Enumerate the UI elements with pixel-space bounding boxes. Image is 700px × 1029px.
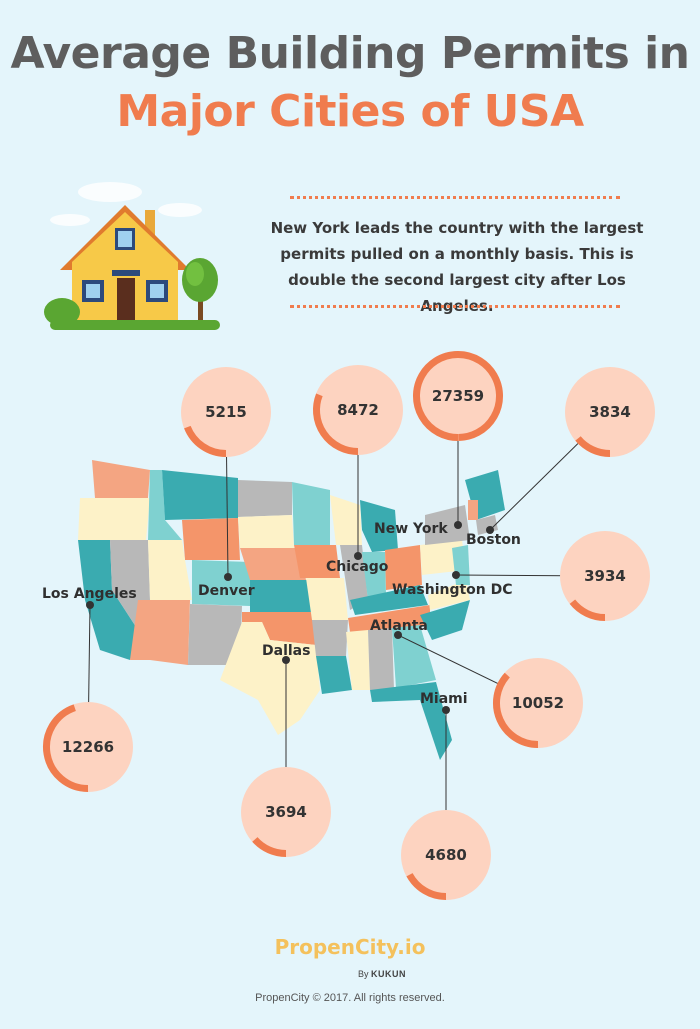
ring-value-chicago: 8472 <box>337 401 379 419</box>
value-rings: 27359 12266 10052 8472 5215 4680 3934 3834 3694 <box>43 351 655 900</box>
city-dot-chicago <box>354 552 362 560</box>
city-dot-denver <box>224 573 232 581</box>
ring-arc-new-york <box>412 351 503 441</box>
ring-value-dallas: 3694 <box>265 803 307 821</box>
connector-lines: New York Los Angeles Atlanta Chicago Denver M… <box>42 396 611 855</box>
city-label-new-york: New York <box>374 521 448 537</box>
brand-company: KUKUN <box>371 969 407 979</box>
ring-bg-los-angeles <box>43 702 133 792</box>
ring-value-new-york: 27359 <box>432 387 484 405</box>
ring-bg-dallas <box>241 767 331 857</box>
city-dot-new-york <box>454 521 462 529</box>
house-illustration <box>44 182 220 330</box>
brand-logo-text: PropenCity.io <box>274 935 426 959</box>
ring-arc-denver <box>184 425 227 457</box>
dotted-divider-top <box>290 196 620 199</box>
ring-arc-dallas <box>252 836 287 857</box>
city-label-dallas: Dallas <box>262 643 310 659</box>
ring-arc-miami <box>406 872 447 900</box>
brand-byline: By KUKUN <box>358 969 406 979</box>
city-dot-washington-dc <box>452 571 460 579</box>
city-dot-los-angeles <box>86 601 94 609</box>
ring-bg-denver <box>181 367 271 457</box>
city-label-chicago: Chicago <box>326 559 389 575</box>
city-label-atlanta: Atlanta <box>370 618 428 634</box>
city-dot-dallas <box>282 656 290 664</box>
ring-bg-atlanta <box>493 658 583 748</box>
city-label-washington-dc: Washington DC <box>392 582 513 598</box>
city-dot-miami <box>442 706 450 714</box>
ring-value-washington-dc: 3934 <box>584 567 626 585</box>
brand-by-prefix: By <box>358 969 369 979</box>
ring-arc-los-angeles <box>43 704 89 792</box>
ring-value-miami: 4680 <box>425 846 467 864</box>
ring-arc-chicago <box>313 393 359 455</box>
ring-bg-boston <box>565 367 655 457</box>
city-label-los-angeles: Los Angeles <box>42 586 137 602</box>
ring-bg-chicago <box>313 365 403 455</box>
city-label-boston: Boston <box>466 532 521 548</box>
copyright-text: PropenCity © 2017. All rights reserved. <box>255 992 445 1004</box>
ring-arc-boston <box>575 436 611 457</box>
title-line-2: Major Cities of USA <box>116 86 584 137</box>
us-states-map <box>78 460 505 760</box>
ring-arc-atlanta <box>493 672 539 748</box>
dotted-divider-bottom <box>290 305 620 308</box>
ring-value-denver: 5215 <box>205 403 247 421</box>
city-dot-boston <box>486 526 494 534</box>
ring-value-los-angeles: 12266 <box>62 738 114 756</box>
city-dot-atlanta <box>394 631 402 639</box>
ring-arc-washington-dc <box>569 599 606 621</box>
ring-bg-miami <box>401 810 491 900</box>
intro-text: New York leads the country with the larg… <box>270 219 644 315</box>
ring-bg-washington-dc <box>560 531 650 621</box>
city-label-miami: Miami <box>420 691 468 707</box>
usa-map-chart: New York Los Angeles Atlanta Chicago Denver M… <box>42 351 655 900</box>
city-label-denver: Denver <box>198 583 255 599</box>
ring-value-atlanta: 10052 <box>512 694 564 712</box>
ring-value-boston: 3834 <box>589 403 631 421</box>
title-line-1: Average Building Permits in <box>10 28 690 79</box>
ring-bg-new-york <box>413 351 503 441</box>
